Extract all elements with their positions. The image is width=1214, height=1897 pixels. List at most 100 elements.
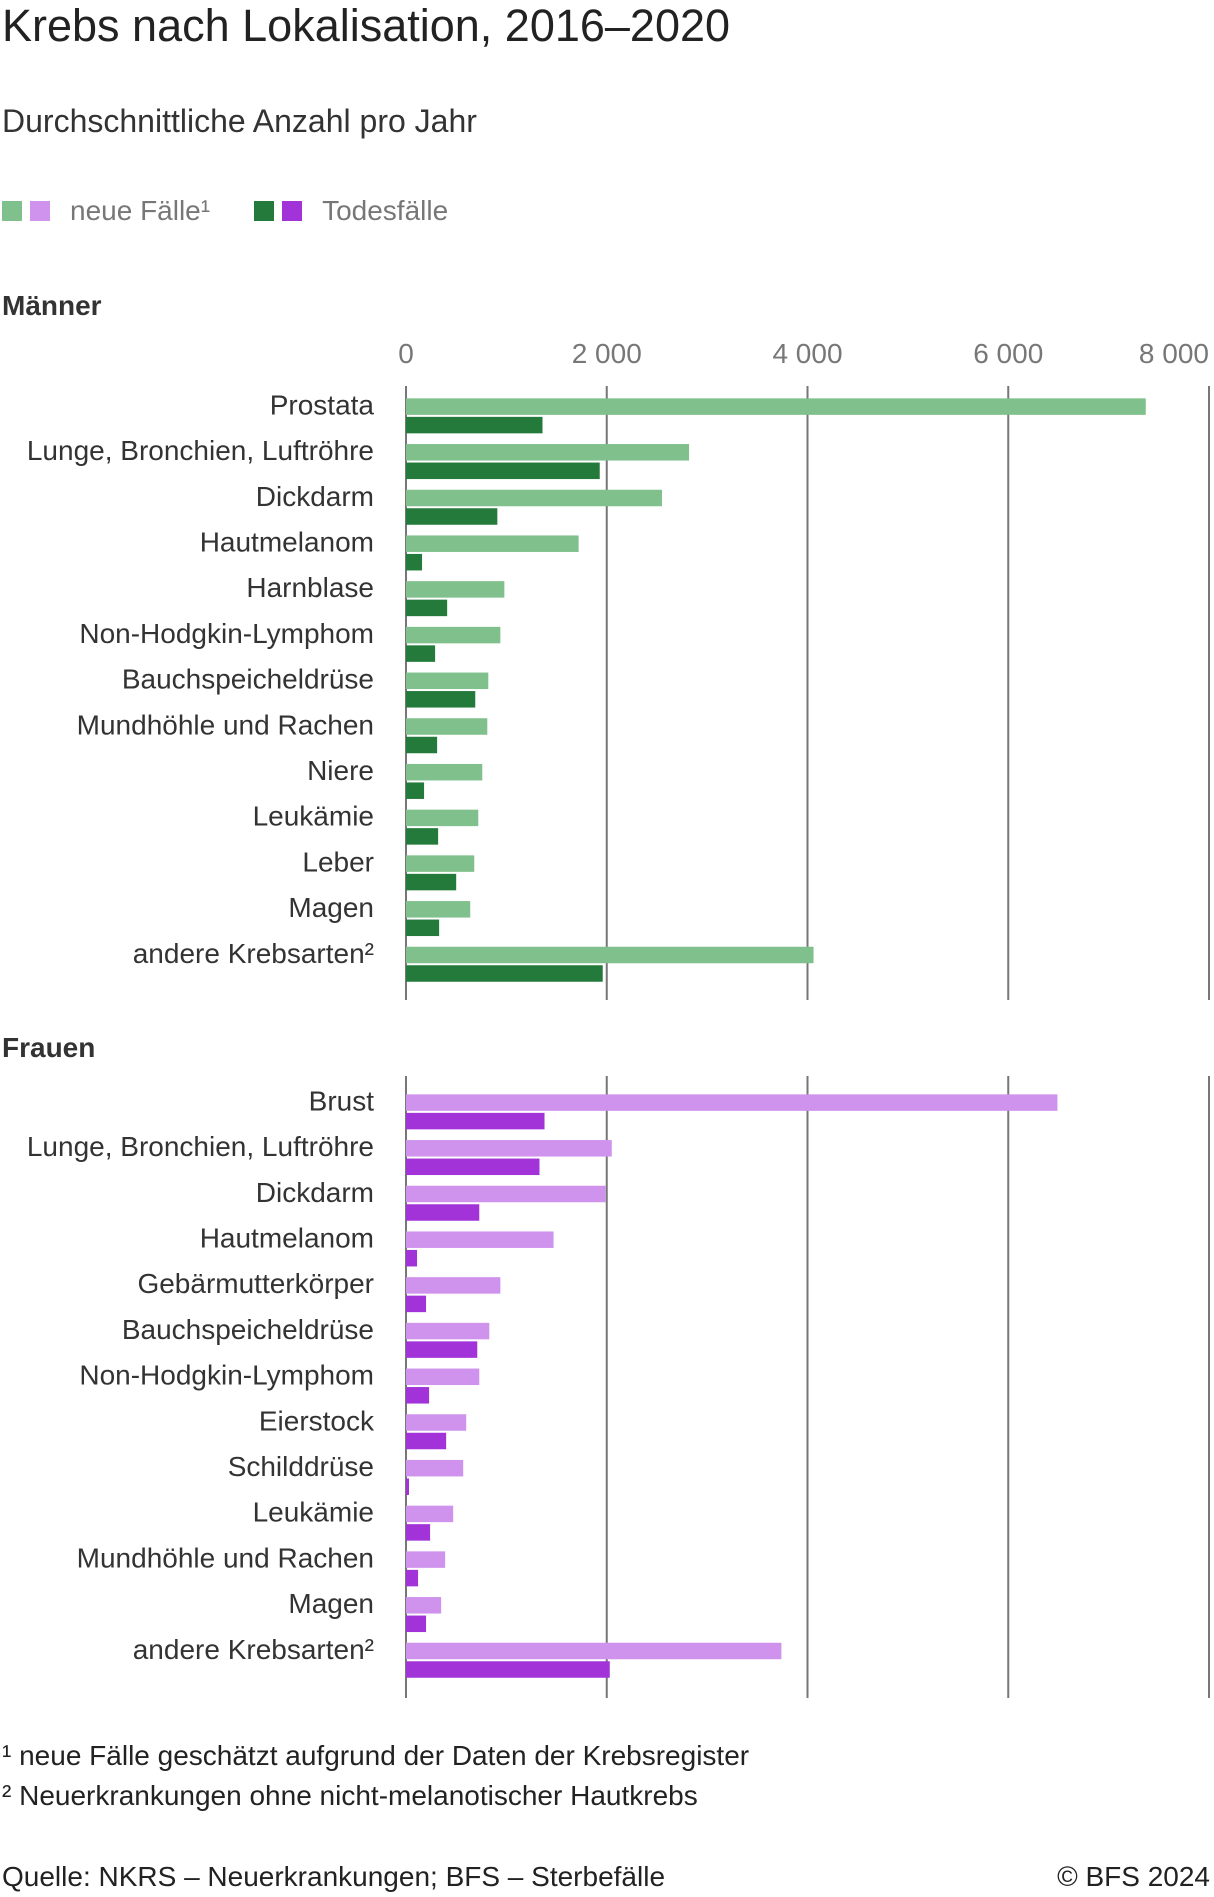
category-label: andere Krebsarten² [133,1634,374,1665]
bar-new-cases [406,1277,501,1294]
bar-deaths [406,782,425,799]
bar-new-cases [406,718,488,735]
bar-new-cases [406,855,475,872]
bar-new-cases [406,1459,464,1477]
chart-men: 0 2 000 4 000 6 000 8 000 Prostata Lunge, Bron… [27,338,1210,1000]
category-label: Niere [307,755,374,786]
category-label: Gebärmutterkörper [137,1268,374,1299]
category-label: Bauchspeicheldrüse [122,664,374,695]
category-label: Dickdarm [256,481,374,512]
category-label: Prostata [270,389,375,420]
x-tick-label: 2 000 [572,338,642,369]
bar-new-cases [406,809,479,827]
bar-deaths [406,919,440,937]
legend-label-new-cases: neue Fälle¹ [70,195,211,226]
bar-new-cases [406,444,690,461]
legend-swatch-men-deaths [254,201,275,221]
bar-deaths [406,1478,410,1495]
x-tick-label: 6 000 [973,338,1043,369]
bar-new-cases [406,398,1146,415]
legend: neue Fälle¹ Todesfälle [2,193,492,229]
bar-new-cases [406,672,489,690]
category-label: Lunge, Bronchien, Luftröhre [27,1131,374,1162]
bar-new-cases [406,1414,467,1431]
bar-new-cases [406,1505,454,1523]
bar-deaths [406,1615,427,1633]
panel-title-women: Frauen [2,1032,96,1063]
chart-subtitle: Durchschnittliche Anzahl pro Jahr [2,103,477,139]
legend-swatch-women-new [30,201,50,221]
bar-deaths [406,828,439,845]
footnote-2: ² Neuerkrankungen ohne nicht-melanotisch… [2,1780,698,1811]
category-label: Bauchspeicheldrüse [122,1314,374,1345]
category-label: Magen [288,892,374,923]
bar-deaths [406,1341,478,1358]
category-label: Hautmelanom [200,526,374,557]
bar-deaths [406,1295,427,1313]
bar-deaths [406,691,476,708]
legend-swatch-men-new [2,201,22,221]
bar-deaths [406,873,457,891]
bar-new-cases [406,1094,1058,1111]
bar-deaths [406,1432,447,1450]
bar-new-cases [406,581,505,598]
chart-title: Krebs nach Lokalisation, 2016–2020 [2,0,731,51]
bar-deaths [406,1204,480,1221]
x-tick-label: 8 000 [1139,338,1209,369]
category-label: Lunge, Bronchien, Luftröhre [27,435,374,466]
category-label: Non-Hodgkin-Lymphom [79,618,374,649]
bar-deaths [406,599,448,617]
bar-deaths [406,462,600,480]
chart-women: Brust Lunge, Bronchien, Luftröhre Dickdarm… [27,1076,1210,1698]
bar-deaths [406,736,438,754]
category-label: Dickdarm [256,1177,374,1208]
category-label: Magen [288,1588,374,1619]
bar-new-cases [406,901,471,918]
category-label: Leukämie [253,801,374,832]
bar-new-cases [406,1597,442,1614]
category-label: Brust [309,1085,375,1116]
bar-deaths [406,416,543,434]
legend-swatch-women-deaths [282,201,303,221]
bar-new-cases [406,1140,612,1157]
bar-new-cases [406,1322,490,1340]
bar-new-cases [406,489,662,507]
bar-new-cases [406,1551,446,1568]
bar-new-cases [406,626,501,644]
bar-deaths [406,508,498,525]
bar-new-cases [406,1368,480,1386]
x-tick-label: 4 000 [772,338,842,369]
bar-deaths [406,1569,419,1587]
bar-new-cases [406,535,579,552]
category-label: Eierstock [259,1405,375,1436]
copyright-note: © BFS 2024 [1057,1861,1210,1892]
bar-new-cases [406,946,814,964]
category-label: Hautmelanom [200,1222,374,1253]
bar-deaths [406,1524,431,1541]
bar-new-cases [406,1185,606,1203]
bar-deaths [406,1249,418,1267]
bar-deaths [406,1387,430,1404]
bar-deaths [406,645,436,662]
category-label: Schilddrüse [228,1451,374,1482]
bar-new-cases [406,763,483,781]
bar-new-cases [406,1231,554,1248]
category-label: Leber [302,846,374,877]
category-label: Harnblase [246,572,374,603]
category-label: Non-Hodgkin-Lymphom [79,1360,374,1391]
bar-deaths [406,1661,610,1678]
panel-title-men: Männer [2,290,102,321]
bar-deaths [406,1158,540,1176]
category-label: andere Krebsarten² [133,938,374,969]
footnote-1: ¹ neue Fälle geschätzt aufgrund der Date… [2,1740,750,1771]
legend-label-deaths: Todesfälle [322,195,449,226]
bar-deaths [406,1112,545,1130]
bar-new-cases [406,1642,782,1660]
category-label: Leukämie [253,1497,374,1528]
x-tick-label: 0 [398,338,414,369]
category-label: Mundhöhle und Rachen [77,709,374,740]
category-label: Mundhöhle und Rachen [77,1542,374,1573]
bar-deaths [406,553,423,571]
source-note: Quelle: NKRS – Neuerkrankungen; BFS – St… [2,1861,666,1892]
bar-deaths [406,965,603,982]
